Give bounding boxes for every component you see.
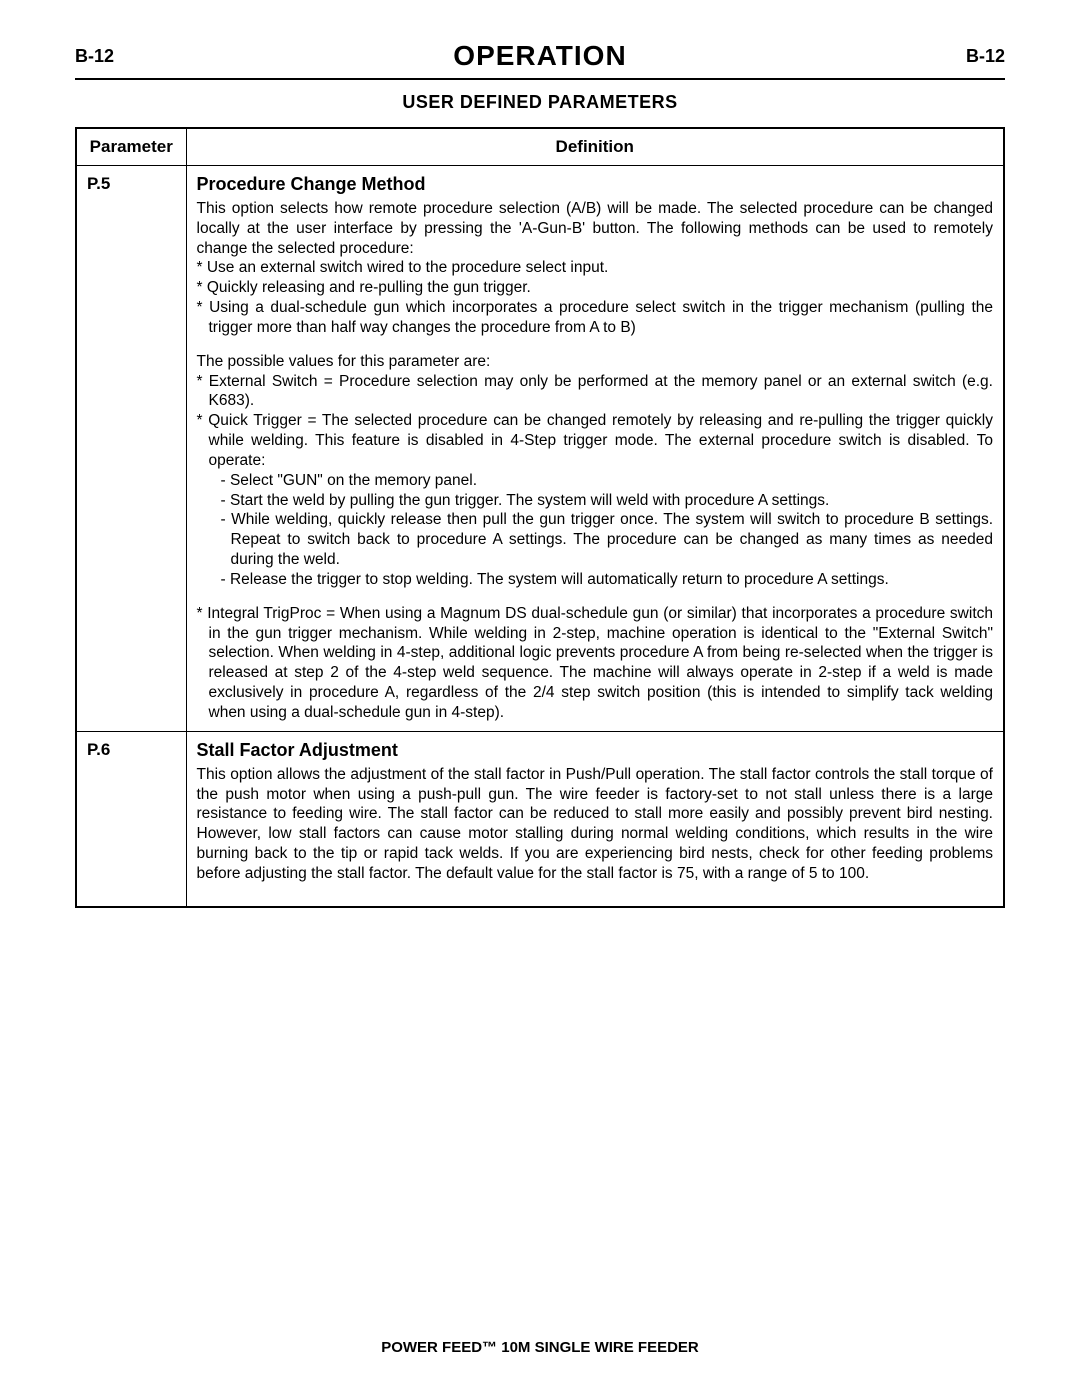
section-title: OPERATION [75, 40, 1005, 72]
page-number-right: B-12 [966, 46, 1005, 67]
spacer [197, 590, 994, 604]
bullet-item: * Integral TrigProc = When using a Magnu… [197, 604, 994, 723]
page-number-left: B-12 [75, 46, 114, 67]
parameter-id-cell: P.6 [76, 731, 186, 906]
parameter-id: P.5 [87, 174, 110, 193]
definition-body: This option allows the adjustment of the… [197, 765, 994, 898]
parameter-id: P.6 [87, 740, 110, 759]
sub-bullet-item: - Select "GUN" on the memory panel. [197, 471, 994, 491]
col-header-definition: Definition [186, 128, 1004, 166]
sub-bullet-item: - While welding, quickly release then pu… [197, 510, 994, 569]
definition-cell: Stall Factor Adjustment This option allo… [186, 731, 1004, 906]
subheader: USER DEFINED PARAMETERS [75, 92, 1005, 113]
spacer [197, 338, 994, 352]
bullet-item: * Quickly releasing and re-pulling the g… [197, 278, 994, 298]
bullet-item: * External Switch = Procedure selection … [197, 372, 994, 412]
definition-title: Procedure Change Method [197, 174, 994, 195]
table-header-row: Parameter Definition [76, 128, 1004, 166]
bullet-item: * Use an external switch wired to the pr… [197, 258, 994, 278]
spacer [197, 884, 994, 898]
header-rule [75, 78, 1005, 80]
bullet-item: * Quick Trigger = The selected procedure… [197, 411, 994, 470]
definition-title: Stall Factor Adjustment [197, 740, 994, 761]
parameters-table: Parameter Definition P.5 Procedure Chang… [75, 127, 1005, 908]
sub-bullet-item: - Start the weld by pulling the gun trig… [197, 491, 994, 511]
sub-bullet-item: - Release the trigger to stop welding. T… [197, 570, 994, 590]
parameter-id-cell: P.5 [76, 166, 186, 732]
intro-text: This option selects how remote procedure… [197, 200, 994, 257]
definition-cell: Procedure Change Method This option sele… [186, 166, 1004, 732]
body-text: This option allows the adjustment of the… [197, 766, 994, 882]
table-row: P.6 Stall Factor Adjustment This option … [76, 731, 1004, 906]
page: B-12 OPERATION B-12 USER DEFINED PARAMET… [0, 0, 1080, 1388]
table-row: P.5 Procedure Change Method This option … [76, 166, 1004, 732]
definition-body: This option selects how remote procedure… [197, 199, 994, 723]
col-header-parameter: Parameter [76, 128, 186, 166]
values-heading: The possible values for this parameter a… [197, 353, 491, 370]
header-row: B-12 OPERATION B-12 [75, 40, 1005, 76]
bullet-item: * Using a dual-schedule gun which incorp… [197, 298, 994, 338]
footer: POWER FEED™ 10M SINGLE WIRE FEEDER [0, 1339, 1080, 1356]
